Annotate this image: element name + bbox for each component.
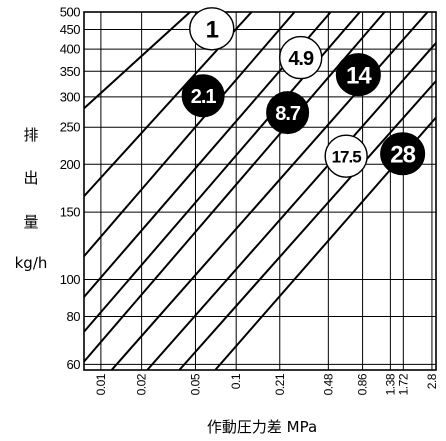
y-axis-label-line: 量 <box>23 213 38 231</box>
x-tick-label: 0.86 <box>356 373 370 395</box>
series-label-text: 17.5 <box>332 147 362 166</box>
x-tick-label: 0.21 <box>273 373 287 395</box>
y-tick-label: 200 <box>60 157 80 172</box>
series-label-1: 1 <box>189 7 235 51</box>
series-line-unlabeled-8 <box>178 80 436 370</box>
series-label-text: 2.1 <box>191 86 217 108</box>
series-label-text: 4.9 <box>288 48 314 70</box>
x-tick-label: 0.48 <box>321 373 335 395</box>
y-tick-label: 80 <box>67 309 81 324</box>
series-label-badge <box>324 134 368 178</box>
y-axis-label-line: kg/h <box>15 254 48 272</box>
y-axis-label: 排出量 kg/h <box>15 126 48 272</box>
y-tick-labels: 60 80 100 150 200 250 300 350 400 450 500 <box>60 5 81 372</box>
y-tick-label: 100 <box>60 272 80 287</box>
y-tick-label: 250 <box>60 120 80 135</box>
series-label-4-9: 4.9 <box>279 35 323 80</box>
grid <box>84 11 436 370</box>
y-tick-label: 450 <box>60 22 80 37</box>
series-label-text: 14 <box>346 62 372 89</box>
x-tick-label: 0.05 <box>188 373 202 395</box>
series-label-17-5: 17.5 <box>324 134 368 178</box>
series-label-28: 28 <box>380 132 426 176</box>
series-label-badge <box>380 132 426 176</box>
series-label-badge <box>279 35 323 80</box>
series-label-badge <box>266 91 310 135</box>
x-tick-label: 1.38 <box>383 373 397 395</box>
y-tick-label: 350 <box>60 64 80 79</box>
x-tick-label: 1.72 <box>396 373 410 395</box>
x-tick-label: 0.02 <box>135 373 149 395</box>
x-tick-label: 0.01 <box>94 373 108 395</box>
series-label-badge <box>335 53 381 97</box>
series-line-4-9 <box>84 12 296 257</box>
series-label-badge <box>181 74 225 118</box>
y-tick-label: 500 <box>60 5 80 20</box>
series-label-text: 1 <box>206 16 219 43</box>
series-label-14: 14 <box>335 53 381 97</box>
series-line-1 <box>84 12 191 110</box>
x-tick-label: 2.8 <box>425 373 439 389</box>
series-label-badge <box>189 7 235 51</box>
series-line-17-5 <box>84 12 386 363</box>
x-axis-label: 作動圧力差 MPa <box>207 418 317 436</box>
series-label-text: 8.7 <box>275 103 301 125</box>
series-label-text: 28 <box>390 141 415 168</box>
x-tick-labels: 0.01 0.02 0.05 0.1 0.21 0.48 0.86 1.381.72 2.8 <box>94 373 439 395</box>
series-labels: 1 2.1 4.9 8.7 14 17.5 28 <box>181 7 426 178</box>
y-axis-label-line: 排 <box>23 126 38 144</box>
y-tick-label: 150 <box>60 205 80 220</box>
x-tick-label: 0.1 <box>229 373 243 389</box>
y-tick-label: 300 <box>60 89 80 104</box>
series-line-unlabeled-7 <box>146 42 436 370</box>
plot-frame <box>83 11 437 371</box>
y-tick-label: 400 <box>60 42 80 57</box>
series-label-8-7: 8.7 <box>266 91 310 135</box>
y-axis-label-line: 出 <box>23 169 38 187</box>
series-label-2-1: 2.1 <box>181 74 225 118</box>
y-tick-label: 60 <box>67 357 81 372</box>
